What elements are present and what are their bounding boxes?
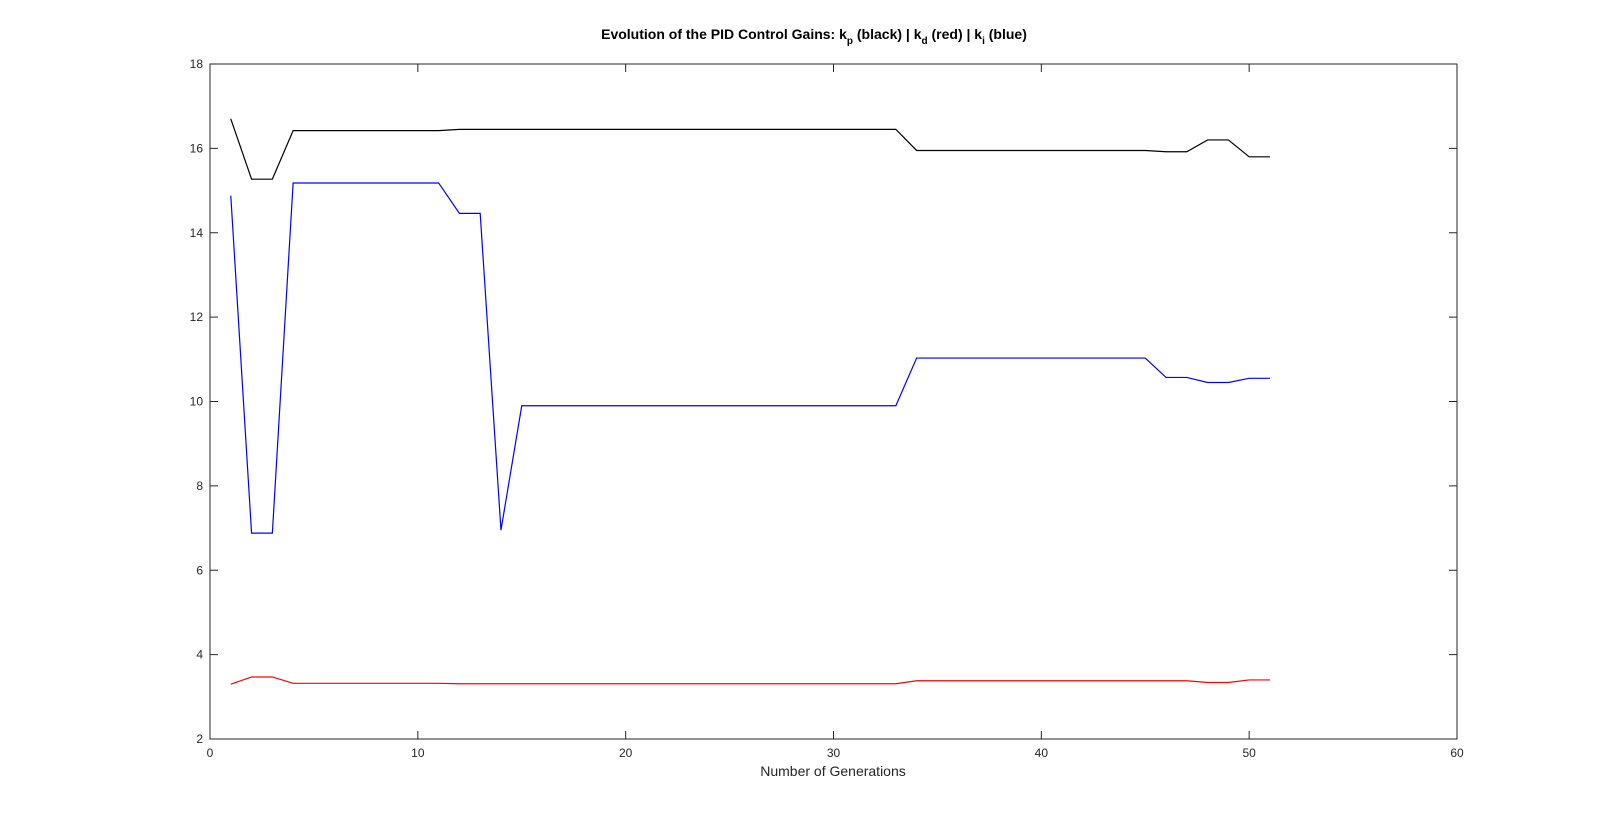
- series-layer: [230, 118, 1270, 685]
- x-tick-label: 50: [1242, 746, 1256, 760]
- x-tick-label: 10: [411, 746, 425, 760]
- x-axis-label: Number of Generations: [760, 763, 906, 779]
- x-tick-label: 30: [827, 746, 841, 760]
- y-tick-label: 12: [190, 310, 204, 324]
- x-tick-label: 20: [619, 746, 633, 760]
- plot-area-frame: [209, 63, 1458, 740]
- x-tick-label: 40: [1035, 746, 1049, 760]
- kd-series-line: [230, 676, 1270, 685]
- y-tick-label: 14: [190, 226, 204, 240]
- x-tick-label: 60: [1450, 746, 1464, 760]
- y-tick-label: 16: [190, 141, 204, 155]
- y-tick-label: 18: [190, 57, 204, 71]
- y-tick-label: 8: [196, 479, 203, 493]
- y-tick-label: 6: [196, 563, 203, 577]
- chart-title: Evolution of the PID Control Gains: kp (…: [601, 26, 1027, 47]
- y-tick-label: 10: [190, 395, 204, 409]
- kp-series-line: [230, 118, 1270, 180]
- y-tick-label: 2: [196, 732, 203, 746]
- y-tick-label: 4: [196, 648, 203, 662]
- x-tick-label: 0: [207, 746, 214, 760]
- ki-series-line: [230, 182, 1270, 534]
